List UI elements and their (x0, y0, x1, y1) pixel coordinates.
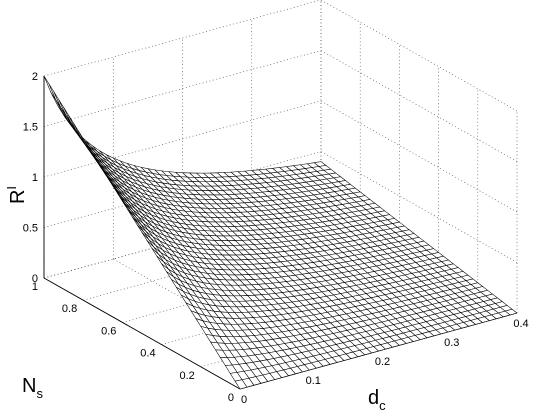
z-tick-label: 0 (32, 273, 38, 285)
side-wall-grid-line (320, 50, 518, 162)
x-tick-label: 0.3 (444, 337, 459, 349)
surface-cell (234, 379, 248, 390)
y-tick-label: 0.2 (180, 370, 195, 382)
back-wall-grid-line (43, 50, 322, 127)
y-tick-label: 0.8 (62, 303, 77, 315)
surface-mesh (43, 75, 518, 390)
back-wall-grid-line (43, 0, 322, 77)
x-tick-label: 0 (241, 394, 247, 406)
x-tick-label: 0.1 (306, 375, 321, 387)
z-tick-label: 2 (32, 71, 38, 83)
y-tick-label: 1 (32, 281, 38, 293)
side-wall-grid-line (320, 0, 518, 112)
z-tick-label: 1 (32, 172, 38, 184)
x-tick-label: 0.2 (375, 356, 390, 368)
z-tick-label: 0.5 (23, 223, 38, 235)
x-axis-label: dc (368, 387, 386, 413)
y-tick-label: 0.4 (140, 348, 155, 360)
side-wall-grid-line (320, 151, 518, 263)
x-tick-label: 0.4 (513, 318, 528, 330)
z-axis-label: RI (4, 186, 29, 204)
y-tick-label: 0.6 (101, 325, 116, 337)
back-wall-grid-line (43, 100, 322, 178)
y-axis-line (43, 277, 241, 390)
z-tick-label: 1.5 (23, 122, 38, 134)
y-tick-label: 0 (228, 392, 234, 404)
side-wall-grid-line (320, 100, 518, 213)
y-axis-label: Ns (22, 375, 43, 401)
